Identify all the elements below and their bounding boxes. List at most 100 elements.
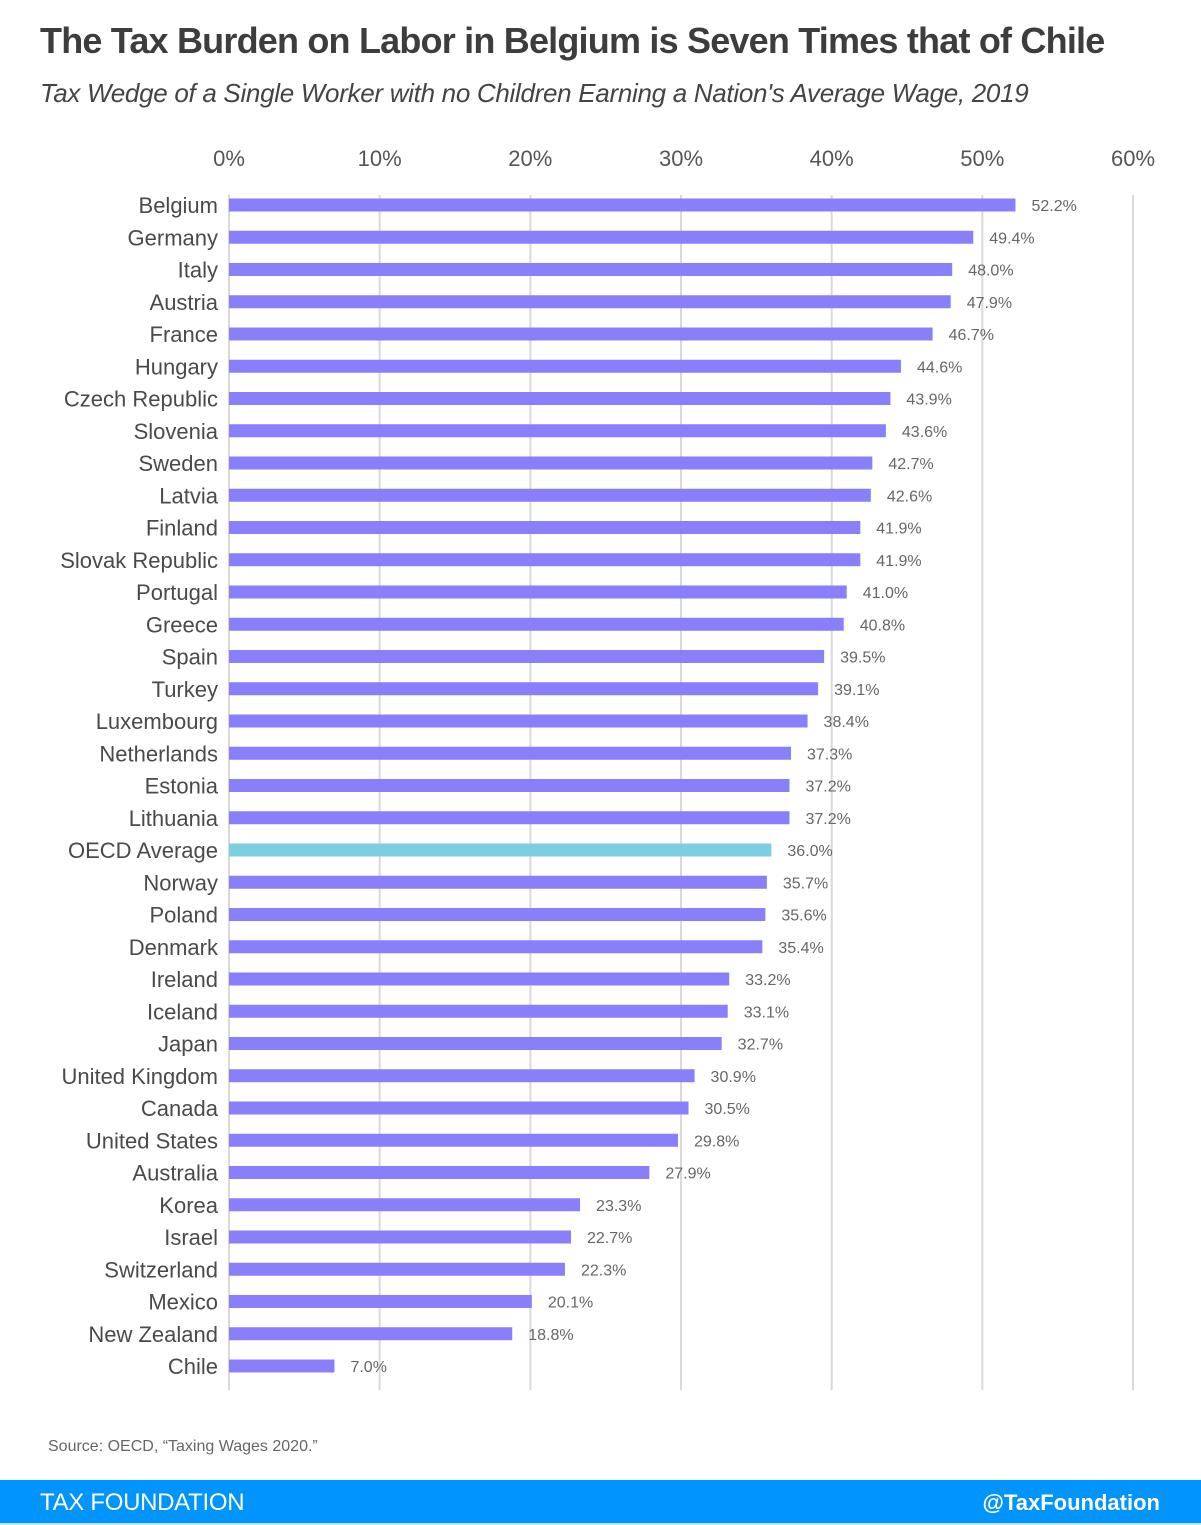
category-label: Canada (141, 1096, 219, 1121)
data-label: 22.7% (587, 1230, 632, 1247)
data-label: 52.2% (1031, 198, 1076, 215)
data-label: 42.7% (888, 456, 933, 473)
bar (229, 1004, 728, 1018)
category-label: Norway (143, 870, 218, 895)
data-label: 32.7% (738, 1037, 783, 1054)
bar (229, 746, 791, 760)
x-tick-label: 50% (960, 146, 1004, 171)
bar (229, 1327, 513, 1341)
data-label: 37.2% (805, 811, 850, 828)
category-label: Hungary (135, 354, 218, 379)
data-label: 30.5% (705, 1101, 750, 1118)
bar (229, 843, 772, 857)
bar (229, 263, 953, 276)
data-label: 41.9% (876, 521, 921, 538)
bar (229, 1295, 532, 1308)
data-label: 41.9% (876, 553, 921, 570)
category-label: Spain (162, 645, 218, 670)
bar (229, 488, 871, 502)
category-label: United Kingdom (61, 1064, 218, 1089)
data-label: 47.9% (967, 295, 1012, 312)
data-label: 38.4% (824, 714, 869, 731)
data-label: 43.9% (906, 392, 951, 409)
category-labels: Belgium Germany Italy Austria France Hungary C… (60, 193, 219, 1379)
data-label: 42.6% (887, 488, 932, 505)
x-tick-label: 60% (1111, 146, 1155, 171)
bar (229, 392, 891, 405)
chart-title: The Tax Burden on Labor in Belgium is Se… (40, 20, 1105, 61)
category-label: Italy (178, 258, 218, 283)
bar (229, 295, 951, 309)
data-label: 23.3% (596, 1198, 641, 1215)
bar (229, 1262, 565, 1276)
value-labels: 52.2% 49.4% 48.0% 47.9% 46.7% 44.6% 43.9% 43.6%… (350, 198, 1076, 1376)
bar (229, 230, 974, 244)
footer-underline (0, 1523, 1201, 1525)
bar (229, 359, 901, 373)
data-label: 7.0% (350, 1359, 386, 1376)
category-label: Finland (146, 516, 218, 541)
category-label: France (150, 322, 218, 347)
category-label: Germany (128, 225, 218, 250)
category-label: Sweden (138, 451, 218, 476)
bar (229, 875, 767, 889)
data-label: 37.3% (807, 746, 852, 763)
data-label: 36.0% (787, 843, 832, 860)
bar (229, 714, 808, 728)
data-label: 35.7% (783, 875, 828, 892)
data-label: 33.2% (745, 972, 790, 989)
x-tick-label: 40% (810, 146, 854, 171)
bar (229, 1133, 678, 1147)
category-label: Estonia (145, 774, 219, 799)
category-label: Czech Republic (64, 387, 218, 412)
twitter-handle: @TaxFoundation (982, 1490, 1160, 1515)
bar (229, 1069, 695, 1083)
data-label: 41.0% (863, 585, 908, 602)
data-label: 27.9% (665, 1166, 710, 1183)
data-label: 35.6% (781, 908, 826, 925)
bar (229, 1101, 689, 1115)
bar-chart: 0% 10% 20% 30% 40% 50% 60% Belgium Germany Italy… (60, 146, 1155, 1390)
bar (229, 940, 763, 954)
category-label: Slovenia (134, 419, 219, 444)
data-label: 33.1% (744, 1004, 789, 1021)
bar (229, 908, 766, 921)
category-label: United States (86, 1128, 218, 1153)
category-label: Australia (132, 1161, 218, 1186)
category-label: Lithuania (129, 806, 219, 831)
category-label: Poland (149, 903, 218, 928)
category-label: New Zealand (88, 1322, 218, 1347)
data-label: 40.8% (860, 617, 905, 634)
bar (229, 327, 933, 341)
bar (229, 811, 790, 825)
bar (229, 456, 873, 470)
category-label: Latvia (159, 483, 218, 508)
data-label: 30.9% (711, 1069, 756, 1086)
x-tick-label: 20% (508, 146, 552, 171)
category-label: Iceland (147, 999, 218, 1024)
category-label: Switzerland (104, 1257, 218, 1282)
category-label: Austria (150, 290, 219, 315)
x-tick-label: 30% (659, 146, 703, 171)
bar (229, 1037, 722, 1050)
data-label: 44.6% (917, 359, 962, 376)
data-label: 49.4% (989, 230, 1034, 247)
bar (229, 424, 886, 438)
bar (229, 1230, 572, 1244)
bar (229, 1166, 650, 1179)
category-label: Israel (164, 1225, 218, 1250)
category-label: Slovak Republic (60, 548, 218, 573)
category-label: Denmark (129, 935, 219, 960)
category-label: Belgium (139, 193, 218, 218)
data-label: 48.0% (968, 263, 1013, 280)
x-axis-ticks: 0% 10% 20% 30% 40% 50% 60% (213, 146, 1155, 171)
data-label: 35.4% (778, 940, 823, 957)
data-label: 39.1% (834, 682, 879, 699)
footer-bar: TAX FOUNDATION @TaxFoundation (0, 1480, 1201, 1523)
data-label: 18.8% (528, 1327, 573, 1344)
category-label: Korea (159, 1193, 218, 1218)
bar (229, 650, 825, 663)
category-label: OECD Average (68, 838, 218, 863)
data-label: 20.1% (548, 1295, 593, 1312)
bar (229, 617, 844, 631)
